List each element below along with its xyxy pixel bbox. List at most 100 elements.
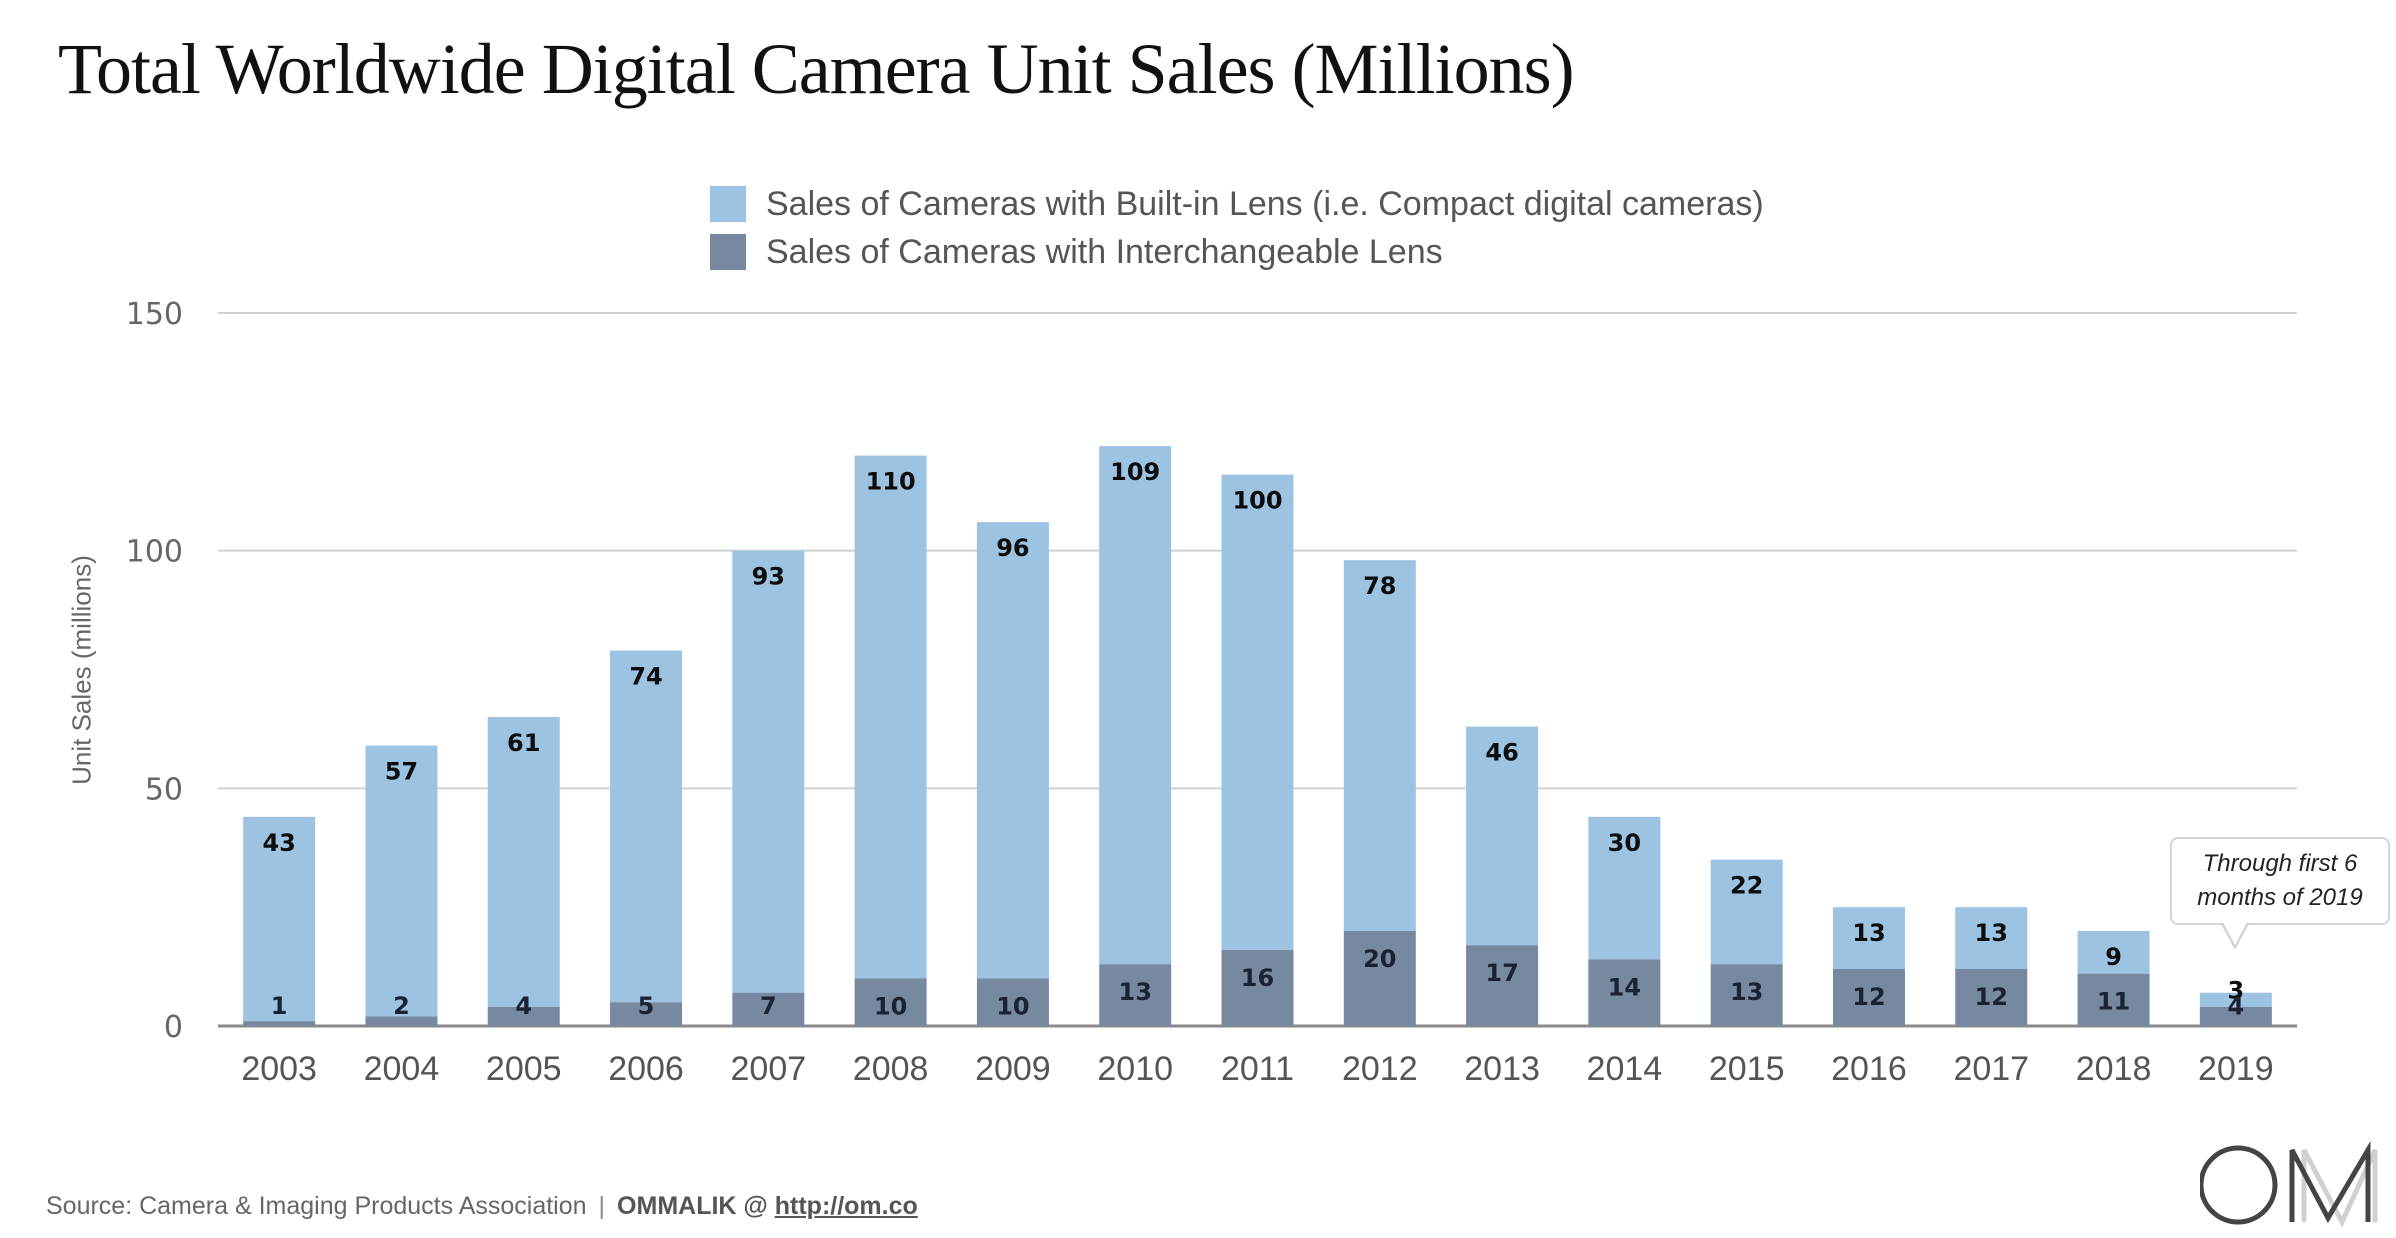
data-label-interchangeable-lens: 13: [1119, 978, 1152, 1006]
data-label-built-in-lens: 57: [385, 758, 418, 786]
bar-built-in-lens: [1832, 907, 1905, 969]
data-label-built-in-lens: 30: [1608, 829, 1641, 857]
data-label-interchangeable-lens: 12: [1852, 983, 1885, 1011]
bar-interchangeable-lens: [1955, 968, 2028, 1026]
bar-built-in-lens: [1710, 859, 1783, 965]
bar-interchangeable-lens: [976, 978, 1049, 1026]
x-tick-label: 2018: [2076, 1050, 2152, 1088]
y-tick-label: 50: [145, 772, 183, 807]
data-label-built-in-lens: 61: [507, 729, 540, 757]
x-tick-label: 2008: [853, 1050, 929, 1088]
bar-interchangeable-lens: [1343, 930, 1416, 1026]
data-label-interchangeable-lens: 17: [1485, 959, 1518, 987]
x-tick-label: 2005: [486, 1050, 562, 1088]
website-link[interactable]: http://om.co: [774, 1192, 918, 1220]
x-tick-label: 2004: [364, 1050, 440, 1088]
data-label-interchangeable-lens: 2: [393, 992, 410, 1020]
footer: Source: Camera & Imaging Products Associ…: [46, 1192, 918, 1221]
bar-built-in-lens: [1466, 726, 1539, 946]
bar-built-in-lens: [2077, 930, 2150, 974]
logo-o-shape: [2200, 1145, 2278, 1225]
data-label-built-in-lens: 109: [1110, 458, 1160, 486]
bar-built-in-lens: [487, 717, 560, 1007]
x-tick-label: 2010: [1097, 1050, 1173, 1088]
footer-separator: |: [598, 1192, 606, 1220]
y-tick-label: 0: [164, 1010, 183, 1045]
bar-interchangeable-lens: [1588, 959, 1661, 1026]
bar-built-in-lens: [854, 455, 927, 979]
legend-item-built-in-lens: Sales of Cameras with Built-in Lens (i.e…: [710, 180, 1764, 228]
data-label-interchangeable-lens: 10: [874, 992, 907, 1020]
brand-name: OMMALIK @: [617, 1192, 768, 1220]
bar-built-in-lens: [365, 745, 438, 1017]
legend-label-interchangeable-lens: Sales of Cameras with Interchangeable Le…: [766, 232, 1443, 271]
bar-built-in-lens: [732, 550, 805, 993]
data-label-interchangeable-lens: 16: [1241, 964, 1274, 992]
data-label-built-in-lens: 93: [752, 563, 785, 591]
x-tick-label: 2013: [1464, 1050, 1540, 1088]
y-tick-label: 150: [126, 297, 183, 332]
x-tick-label: 2007: [731, 1050, 807, 1088]
source-text: Source: Camera & Imaging Products Associ…: [46, 1192, 587, 1220]
data-label-built-in-lens: 46: [1485, 739, 1518, 767]
bar-interchangeable-lens: [2199, 1006, 2272, 1026]
data-label-interchangeable-lens: 4: [2228, 993, 2245, 1021]
bar-built-in-lens: [1955, 907, 2028, 969]
data-label-built-in-lens: 78: [1363, 572, 1396, 600]
bar-interchangeable-lens: [1710, 964, 1783, 1026]
bar-interchangeable-lens: [243, 1021, 316, 1026]
data-label-built-in-lens: 22: [1730, 872, 1763, 900]
bar-built-in-lens: [2199, 992, 2272, 1007]
data-label-built-in-lens: 43: [262, 829, 295, 857]
bar-interchangeable-lens: [1832, 968, 1905, 1026]
annotation-line-2: months of 2019: [2197, 884, 2363, 911]
x-tick-label: 2017: [1953, 1050, 2029, 1088]
legend-item-interchangeable-lens: Sales of Cameras with Interchangeable Le…: [710, 228, 1764, 276]
legend-label-built-in-lens: Sales of Cameras with Built-in Lens (i.e…: [766, 184, 1764, 223]
data-label-built-in-lens: 9: [2105, 943, 2122, 971]
x-tick-label: 2011: [1221, 1050, 1294, 1088]
chart-title: Total Worldwide Digital Camera Unit Sale…: [58, 29, 1575, 109]
x-tick-label: 2019: [2198, 1050, 2274, 1088]
bar-interchangeable-lens: [365, 1016, 438, 1026]
data-label-built-in-lens: 13: [1852, 919, 1885, 947]
data-label-interchangeable-lens: 7: [760, 992, 777, 1020]
data-label-interchangeable-lens: 4: [515, 992, 532, 1020]
data-label-interchangeable-lens: 1: [271, 992, 288, 1020]
bar-built-in-lens: [976, 522, 1049, 979]
bar-built-in-lens: [243, 816, 316, 1022]
bar-interchangeable-lens: [610, 1002, 683, 1026]
data-label-interchangeable-lens: 5: [638, 992, 655, 1020]
data-label-interchangeable-lens: 13: [1730, 978, 1763, 1006]
x-tick-label: 2006: [608, 1050, 684, 1088]
bar-interchangeable-lens: [854, 978, 927, 1026]
data-label-built-in-lens: 96: [996, 534, 1029, 562]
bar-interchangeable-lens: [2077, 973, 2150, 1026]
bar-built-in-lens: [1099, 446, 1172, 965]
om-logo: [2200, 1140, 2378, 1228]
data-label-built-in-lens: 3: [2228, 977, 2245, 1005]
data-label-interchangeable-lens: 20: [1363, 945, 1396, 973]
logo-m-shape: [2289, 1140, 2371, 1224]
legend: Sales of Cameras with Built-in Lens (i.e…: [710, 180, 1764, 276]
data-label-interchangeable-lens: 10: [996, 992, 1029, 1020]
bar-built-in-lens: [1343, 560, 1416, 931]
bar-built-in-lens: [1588, 816, 1661, 960]
data-label-interchangeable-lens: 14: [1608, 973, 1641, 1001]
bar-built-in-lens: [610, 650, 683, 1003]
legend-swatch-built-in-lens: [710, 186, 746, 222]
data-label-interchangeable-lens: 12: [1975, 983, 2008, 1011]
y-tick-label: 100: [126, 535, 183, 570]
data-label-built-in-lens: 13: [1975, 919, 2008, 947]
bar-interchangeable-lens: [1466, 945, 1539, 1026]
bar-built-in-lens: [1221, 474, 1294, 950]
bar-interchangeable-lens: [732, 992, 805, 1026]
bar-interchangeable-lens: [1099, 964, 1172, 1026]
bar-interchangeable-lens: [1221, 949, 1294, 1026]
legend-swatch-interchangeable-lens: [710, 234, 746, 270]
x-tick-label: 2009: [975, 1050, 1051, 1088]
x-tick-label: 2014: [1587, 1050, 1663, 1088]
x-tick-label: 2003: [241, 1050, 317, 1088]
annotation-callout: Through first 6 months of 2019: [2170, 837, 2390, 925]
